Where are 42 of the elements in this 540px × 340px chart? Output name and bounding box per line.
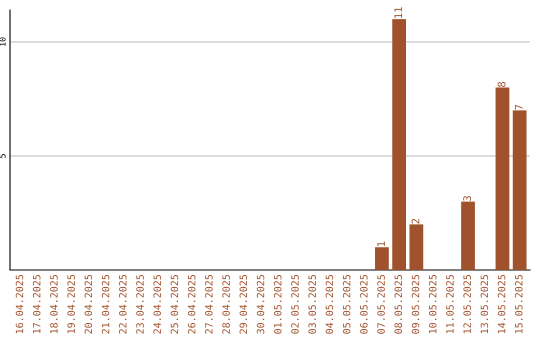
x-tick-label: 23.04.2025 [136, 274, 144, 334]
bar [496, 88, 510, 270]
data-label: 2 [412, 219, 420, 224]
x-tick-label: 14.05.2025 [498, 274, 506, 334]
x-tick-label: 26.04.2025 [188, 274, 196, 334]
data-label: 8 [498, 82, 506, 87]
x-tick-label: 16.04.2025 [16, 274, 24, 334]
data-label: 7 [514, 104, 523, 110]
x-tick-label: 21.04.2025 [102, 274, 110, 334]
x-tick-label: 06.05.2025 [360, 274, 368, 334]
x-tick-label: 09.05.2025 [412, 274, 420, 334]
x-tick-label: 19.04.2025 [67, 274, 75, 334]
x-tick-label: 13.05.2025 [480, 274, 488, 334]
x-tick-label: 07.05.2025 [377, 274, 385, 334]
bar [461, 202, 475, 270]
x-tick-label: 02.05.2025 [291, 274, 299, 334]
x-tick-label: 22.04.2025 [119, 274, 127, 334]
x-tick-label: 04.05.2025 [326, 274, 334, 334]
x-tick-label: 05.05.2025 [342, 274, 350, 334]
x-tick-label: 08.05.2025 [394, 274, 402, 334]
x-tick-label: 24.04.2025 [153, 274, 162, 334]
x-tick-label: 01.05.2025 [274, 274, 282, 334]
bar [375, 247, 389, 270]
x-tick-label: 11.05.2025 [446, 274, 454, 334]
x-tick-label: 15.05.2025 [515, 274, 523, 334]
data-label: 11 [394, 7, 402, 18]
data-label: 1 [377, 242, 385, 246]
x-tick-label: 03.05.2025 [308, 274, 316, 334]
bar [409, 224, 424, 270]
x-tick-label: 27.04.2025 [205, 274, 213, 334]
x-tick-label: 10.05.2025 [428, 274, 437, 334]
x-tick-label: 28.04.2025 [222, 274, 230, 334]
x-tick-label: 29.04.2025 [240, 274, 248, 334]
data-label: 3 [463, 196, 472, 201]
x-tick-label: 18.04.2025 [50, 274, 58, 334]
x-tick-label: 25.04.2025 [170, 274, 178, 334]
bar [392, 19, 406, 270]
x-tick-label: 30.04.2025 [256, 274, 264, 334]
x-tick-label: 12.05.2025 [463, 274, 471, 334]
bar [512, 110, 527, 270]
x-tick-label: 17.04.2025 [32, 274, 40, 334]
x-tick-label: 20.04.2025 [84, 274, 92, 334]
